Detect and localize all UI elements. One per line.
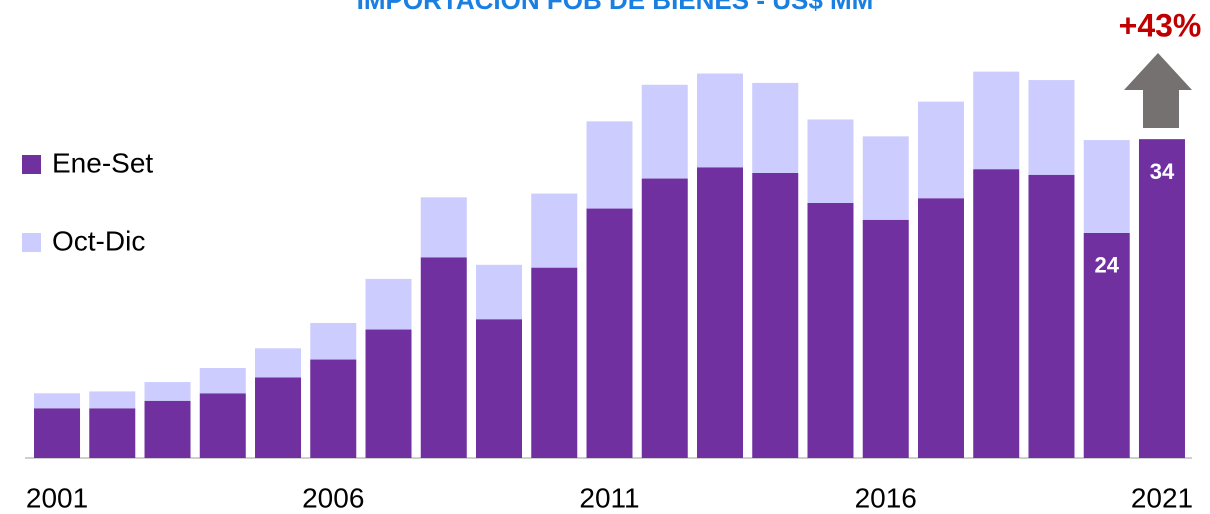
bar-segment — [531, 267, 578, 458]
bar-segment — [420, 197, 467, 258]
bar-segment — [476, 264, 523, 320]
bar-segment — [807, 202, 854, 458]
bar-segment — [476, 319, 523, 458]
legend-label: Oct-Dic — [52, 225, 145, 256]
bar-segment — [144, 400, 191, 458]
bar-segment — [696, 167, 743, 459]
bar-segment — [365, 329, 412, 458]
bar-segment — [255, 377, 302, 458]
bar-segment — [917, 101, 964, 199]
bar-segment — [199, 393, 246, 458]
bar-segment — [310, 322, 357, 360]
bar-segment — [34, 408, 81, 458]
bar-segment — [1028, 174, 1075, 458]
bar-segment — [310, 359, 357, 458]
bar-segment — [255, 348, 302, 378]
x-tick-label: 2001 — [26, 482, 88, 513]
bar-segment — [973, 71, 1020, 170]
x-tick-label: 2006 — [302, 482, 364, 513]
bar-segment — [586, 121, 633, 209]
legend-swatch — [22, 233, 41, 252]
bar-segment — [89, 391, 136, 409]
bar-segment — [641, 178, 688, 458]
bar-segment — [199, 367, 246, 394]
bar-segment — [1028, 80, 1075, 175]
bar-segment — [420, 257, 467, 458]
bar-segment — [365, 278, 412, 330]
bar-segment — [144, 382, 191, 401]
bar-segment — [752, 172, 799, 458]
legend-swatch — [22, 155, 41, 174]
bar-segment — [807, 119, 854, 203]
bar-segment — [696, 73, 743, 168]
bar-segment — [1083, 232, 1130, 458]
bar-segment — [973, 169, 1020, 459]
legend-label: Ene-Set — [52, 147, 153, 178]
bar-segment — [752, 82, 799, 173]
x-tick-label: 2011 — [579, 482, 639, 513]
bar-segment — [1138, 139, 1185, 458]
bar-segment — [862, 136, 909, 220]
annotation: +43% — [1119, 7, 1202, 43]
bar-segment — [917, 198, 964, 459]
chart-title: IMPORTACION FOB DE BIENES - US$ MM — [357, 0, 874, 15]
bar-segment — [1083, 140, 1130, 233]
x-tick-label: 2021 — [1131, 482, 1193, 513]
bar-segment — [641, 84, 688, 179]
bar-segment — [89, 408, 136, 458]
x-tick-label: 2016 — [855, 482, 917, 513]
bar-segment — [862, 219, 909, 458]
bar-segment — [531, 193, 578, 268]
data-label: 24 — [1094, 253, 1119, 278]
data-label: 34 — [1150, 159, 1175, 184]
bar-segment — [34, 393, 81, 409]
arrow — [1124, 53, 1192, 128]
bar-segment — [586, 208, 633, 458]
